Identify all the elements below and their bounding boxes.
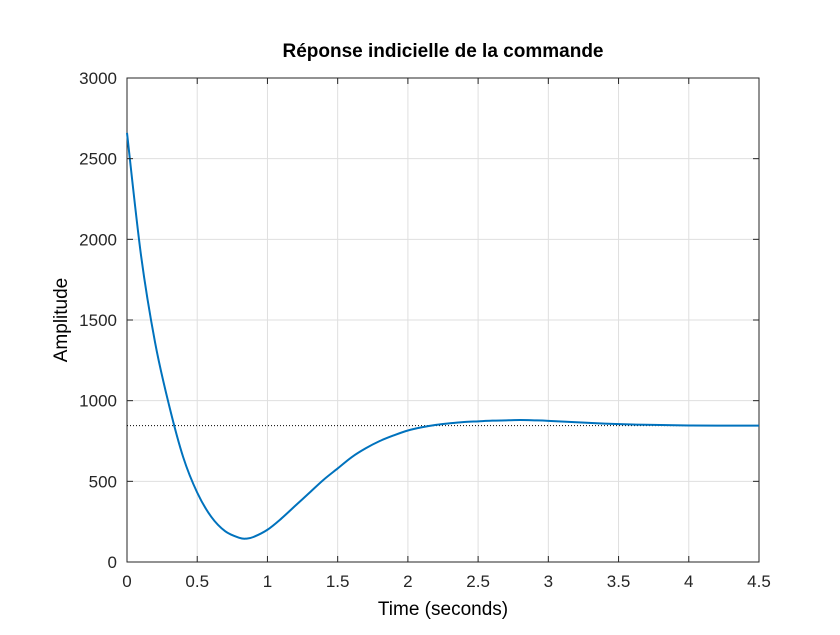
x-tick-label: 3.5: [607, 572, 631, 591]
x-tick-label: 0: [122, 572, 131, 591]
y-tick-label: 0: [108, 553, 117, 572]
chart-title: Réponse indicielle de la commande: [283, 41, 604, 62]
x-tick-label: 1: [263, 572, 272, 591]
y-tick-label: 1500: [79, 311, 117, 330]
x-tick-label: 2: [403, 572, 412, 591]
x-axis-label: Time (seconds): [378, 599, 508, 620]
x-axis-ticks: 0 0.5 1 1.5 2 2.5 3 3.5 4 4.5: [122, 78, 771, 591]
x-tick-label: 1.5: [326, 572, 350, 591]
grid: [127, 78, 759, 562]
x-tick-label: 4: [684, 572, 693, 591]
y-axis-label: Amplitude: [51, 278, 72, 363]
series-line-step-response: [126, 132, 759, 540]
y-tick-label: 2000: [79, 230, 117, 249]
y-tick-label: 2500: [79, 150, 117, 169]
y-tick-label: 500: [89, 472, 117, 491]
x-tick-label: 2.5: [466, 572, 490, 591]
x-tick-label: 3: [544, 572, 553, 591]
y-tick-label: 1000: [79, 392, 117, 411]
x-tick-label: 0.5: [185, 572, 209, 591]
y-tick-label: 3000: [79, 69, 117, 88]
x-tick-label: 4.5: [747, 572, 771, 591]
y-axis-ticks: 0 500 1000 1500 2000 2500 3000: [79, 69, 759, 572]
